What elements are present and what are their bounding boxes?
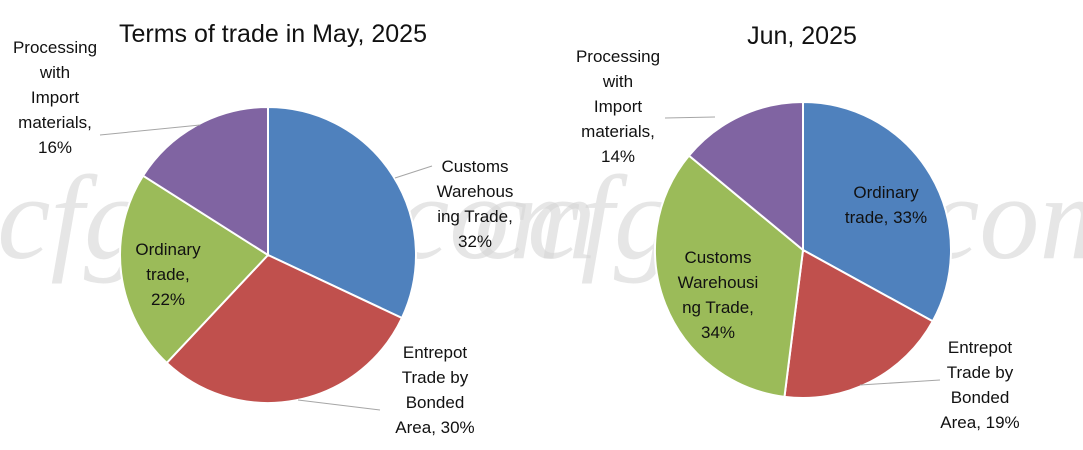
slice-label-line: Customs: [441, 157, 508, 176]
pie-slice: [165, 253, 404, 404]
slice-label-line: Ordinary: [853, 183, 919, 202]
slice-label-line: Processing: [576, 47, 660, 66]
slice-data-label: Processing with Import materials, 16%: [13, 38, 97, 157]
pie-chart-jun: Jun, 2025 Ordinary trade, 33% Entrepot Trad…: [576, 22, 1020, 432]
slice-label-line: materials,: [581, 122, 655, 141]
slice-label-line: Area, 19%: [940, 413, 1019, 432]
pie-slices: [119, 105, 417, 404]
slice-label-line: Trade by: [947, 363, 1014, 382]
slice-label-line: materials,: [18, 113, 92, 132]
leader-line: [99, 124, 201, 136]
slice-label-line: 14%: [601, 147, 635, 166]
slice-label-line: with: [39, 63, 70, 82]
leader-line: [859, 379, 941, 386]
slice-label-line: ing Trade,: [437, 207, 513, 226]
slice-label-line: Entrepot: [403, 343, 468, 362]
slice-label-line: Import: [31, 88, 79, 107]
pie-slices: [654, 100, 952, 399]
pie-slice: [119, 174, 270, 365]
slice-label-line: Bonded: [951, 388, 1010, 407]
slice-label-line: trade,: [146, 265, 189, 284]
slice-label-line: Entrepot: [948, 338, 1013, 357]
slice-data-label: Customs Warehousi ng Trade, 34%: [678, 248, 759, 342]
leader-line: [297, 399, 381, 411]
slice-label-line: ng Trade,: [682, 298, 754, 317]
slice-data-label: Ordinary trade, 33%: [845, 183, 927, 227]
pie-slice: [654, 154, 805, 398]
slice-label-line: Import: [594, 97, 642, 116]
slice-label-line: Ordinary: [135, 240, 201, 259]
chart-title-may: Terms of trade in May, 2025: [119, 20, 427, 48]
pie-slice: [267, 105, 417, 320]
slice-data-label: Entrepot Trade by Bonded Area, 30%: [395, 343, 474, 437]
slice-label-line: Warehousi: [678, 273, 759, 292]
slice-label-line: Customs: [684, 248, 751, 267]
slice-label-line: Warehous: [437, 182, 514, 201]
leader-line: [394, 165, 433, 179]
pie-slice: [783, 248, 935, 399]
slice-label-line: 34%: [701, 323, 735, 342]
pie-chart-may: Terms of trade in May, 2025 Customs Wareh…: [13, 20, 513, 437]
pie-slice: [687, 100, 804, 253]
slice-label-line: 22%: [151, 290, 185, 309]
slice-data-label: Customs Warehous ing Trade, 32%: [437, 157, 514, 251]
chart-title-jun: Jun, 2025: [747, 22, 857, 50]
slice-data-label: Processing with Import materials, 14%: [576, 47, 660, 166]
pie-slice: [802, 100, 952, 323]
slice-label-line: Trade by: [402, 368, 469, 387]
slice-label-line: 16%: [38, 138, 72, 157]
slice-label-line: with: [602, 72, 633, 91]
slice-label-line: Processing: [13, 38, 97, 57]
slice-label-line: 32%: [458, 232, 492, 251]
slice-label-line: trade, 33%: [845, 208, 927, 227]
slice-label-line: Bonded: [406, 393, 465, 412]
leader-line: [664, 116, 716, 119]
slice-label-line: Area, 30%: [395, 418, 474, 437]
slice-data-label: Entrepot Trade by Bonded Area, 19%: [940, 338, 1019, 432]
slice-data-label: Ordinary trade, 22%: [135, 240, 201, 309]
